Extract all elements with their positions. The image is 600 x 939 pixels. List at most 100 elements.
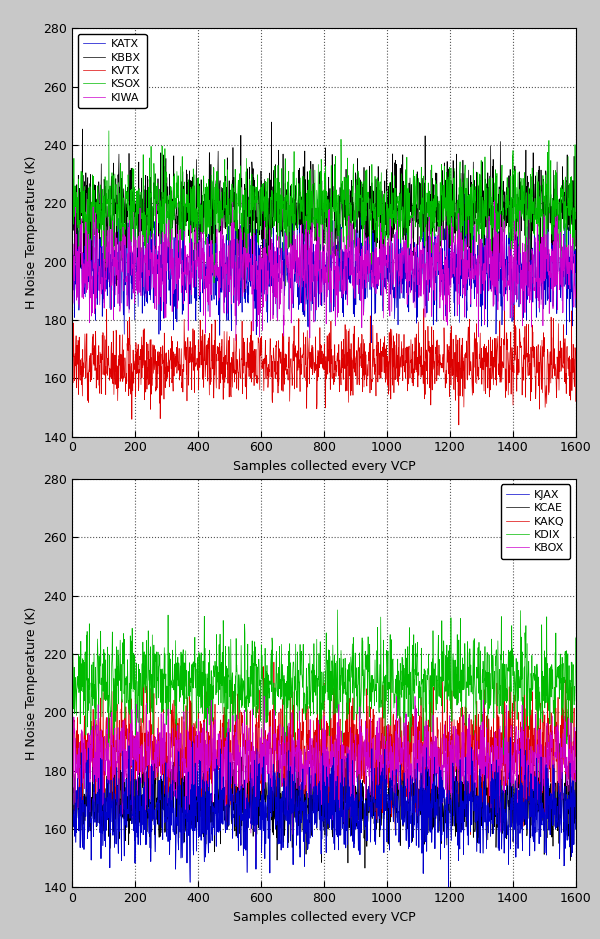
KJAX: [416, 801, 424, 812]
KAKQ: [326, 709, 334, 720]
KBOX: [327, 746, 334, 757]
KBOX: [158, 742, 166, 753]
KAKQ: [467, 829, 474, 840]
KCAE: [68, 764, 76, 776]
KCAE: [572, 813, 579, 824]
KIWA: [326, 269, 334, 281]
KIWA: [296, 254, 304, 266]
KVTX: [78, 378, 85, 390]
KBOX: [540, 777, 547, 788]
KJAX: [540, 815, 547, 826]
KIWA: [68, 268, 76, 279]
KDIX: [68, 678, 76, 689]
KSOX: [78, 208, 85, 219]
KCAE: [78, 791, 85, 802]
KBBX: [68, 164, 76, 176]
Y-axis label: H Noise Temperature (K): H Noise Temperature (K): [25, 156, 38, 309]
KBOX: [416, 746, 424, 757]
KSOX: [327, 192, 334, 203]
KATX: [68, 202, 76, 213]
KSOX: [282, 280, 289, 291]
KDIX: [78, 662, 85, 673]
KAKQ: [572, 750, 579, 762]
KDIX: [500, 749, 507, 761]
KAKQ: [158, 763, 166, 775]
KDIX: [416, 677, 423, 688]
KATX: [368, 337, 375, 348]
KSOX: [68, 213, 76, 224]
KJAX: [187, 877, 194, 888]
KBOX: [68, 742, 76, 753]
KIWA: [232, 335, 239, 346]
KAKQ: [271, 656, 278, 668]
KDIX: [326, 730, 333, 741]
KSOX: [105, 125, 112, 136]
KAKQ: [296, 716, 304, 728]
KATX: [416, 247, 423, 258]
KIWA: [158, 239, 166, 250]
KATX: [461, 189, 468, 200]
Line: KSOX: KSOX: [72, 131, 575, 285]
KVTX: [540, 341, 547, 352]
KDIX: [158, 663, 166, 674]
KBOX: [572, 765, 579, 777]
KBBX: [78, 210, 85, 222]
KBBX: [572, 240, 579, 252]
KJAX: [158, 823, 166, 834]
KIWA: [78, 258, 85, 269]
KVTX: [455, 420, 463, 431]
KATX: [572, 301, 579, 313]
Line: KBOX: KBOX: [72, 696, 575, 857]
KBBX: [416, 204, 424, 215]
KIWA: [540, 208, 547, 220]
KATX: [326, 282, 333, 293]
KBOX: [260, 690, 268, 701]
Line: KATX: KATX: [72, 194, 575, 343]
KBOX: [297, 773, 304, 784]
KSOX: [416, 207, 424, 218]
KBBX: [540, 245, 547, 256]
KBBX: [158, 212, 166, 223]
KDIX: [296, 681, 304, 692]
Y-axis label: H Noise Temperature (K): H Noise Temperature (K): [25, 607, 38, 760]
Line: KAKQ: KAKQ: [72, 662, 575, 835]
KATX: [78, 250, 85, 261]
KAKQ: [416, 720, 423, 731]
KDIX: [334, 605, 341, 616]
KJAX: [68, 829, 76, 840]
KDIX: [572, 632, 579, 643]
KIWA: [491, 195, 498, 207]
KVTX: [326, 327, 333, 338]
KJAX: [572, 824, 579, 835]
KCAE: [158, 731, 165, 742]
KIWA: [416, 261, 423, 272]
Line: KCAE: KCAE: [72, 736, 575, 868]
Legend: KATX, KBBX, KVTX, KSOX, KIWA: KATX, KBBX, KVTX, KSOX, KIWA: [77, 34, 146, 108]
KBOX: [78, 797, 85, 808]
KAKQ: [540, 758, 547, 769]
KJAX: [297, 795, 304, 807]
KBBX: [327, 232, 334, 243]
KCAE: [540, 770, 547, 781]
Line: KBBX: KBBX: [72, 122, 575, 292]
KSOX: [540, 177, 547, 188]
KCAE: [361, 862, 368, 873]
Line: KVTX: KVTX: [72, 305, 575, 425]
KAKQ: [68, 748, 76, 760]
Legend: KJAX, KCAE, KAKQ, KDIX, KBOX: KJAX, KCAE, KAKQ, KDIX, KBOX: [501, 485, 571, 559]
KJAX: [78, 767, 85, 778]
KATX: [296, 212, 304, 223]
KCAE: [416, 805, 424, 816]
Line: KJAX: KJAX: [72, 732, 575, 883]
KATX: [540, 298, 547, 309]
KATX: [158, 276, 166, 287]
KBOX: [252, 852, 259, 863]
KVTX: [572, 395, 579, 407]
KBBX: [297, 186, 304, 197]
KVTX: [416, 337, 423, 348]
KSOX: [159, 213, 166, 224]
KSOX: [297, 196, 304, 208]
X-axis label: Samples collected every VCP: Samples collected every VCP: [233, 911, 415, 924]
KVTX: [158, 348, 166, 360]
KVTX: [296, 367, 304, 378]
